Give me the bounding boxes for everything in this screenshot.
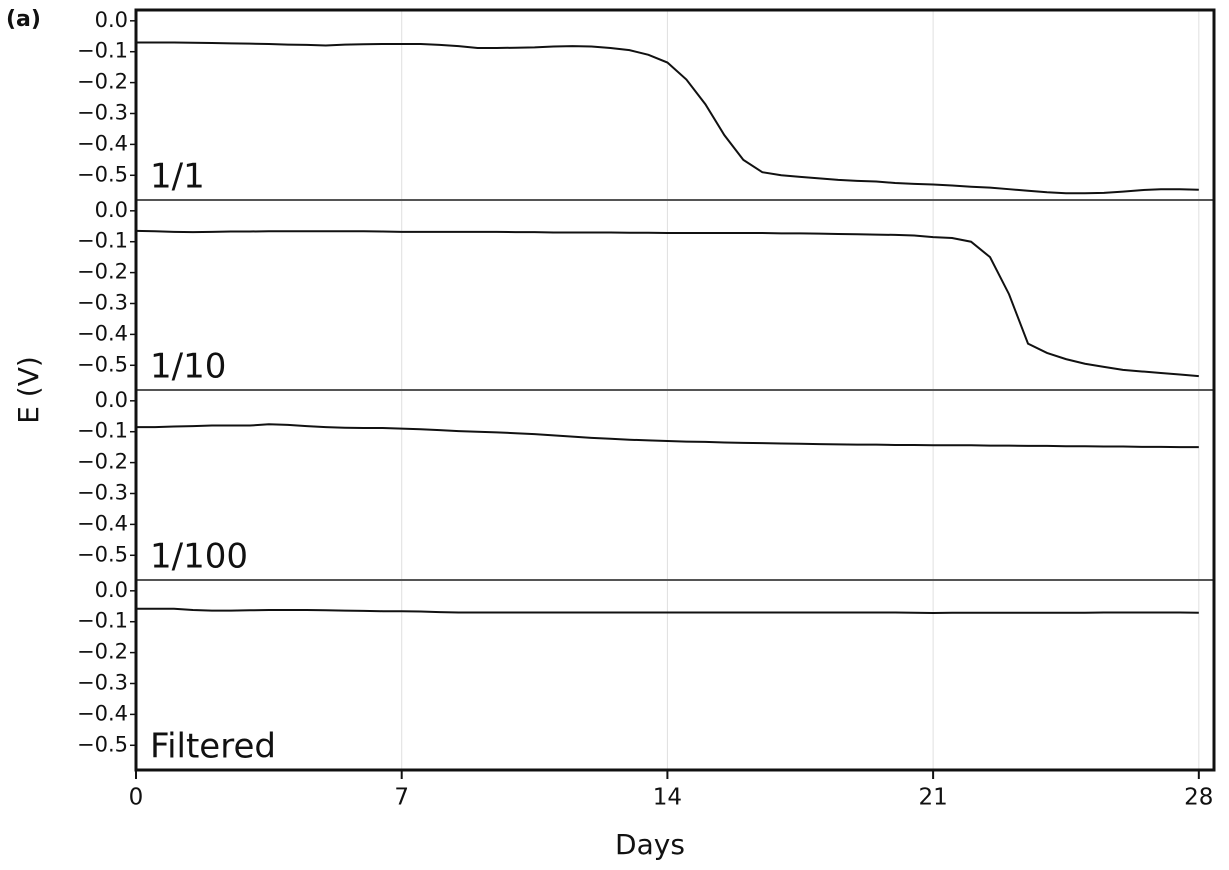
- y-tick-label: −0.4: [77, 511, 128, 535]
- y-tick-label: −0.3: [77, 290, 128, 314]
- x-tick-label: 28: [1184, 785, 1213, 811]
- y-tick-label: 0.0: [95, 198, 128, 222]
- panel-label: Filtered: [150, 727, 276, 767]
- y-tick-label: −0.1: [77, 229, 128, 253]
- y-tick-label: −0.2: [77, 70, 128, 94]
- y-tick-label: −0.3: [77, 670, 128, 694]
- y-tick-label: −0.4: [77, 131, 128, 155]
- x-axis-label: Days: [615, 828, 685, 861]
- y-tick-label: −0.2: [77, 260, 128, 284]
- y-tick-label: −0.4: [77, 701, 128, 725]
- panel-tag: (a): [6, 7, 41, 32]
- y-tick-label: −0.2: [77, 640, 128, 664]
- y-tick-label: −0.2: [77, 450, 128, 474]
- y-tick-label: 0.0: [95, 578, 128, 602]
- x-tick-label: 21: [918, 785, 947, 811]
- panel-label: 1/1: [150, 157, 205, 197]
- data-line: [135, 229, 1199, 378]
- y-tick-label: 0.0: [95, 8, 128, 32]
- data-line: [136, 41, 1199, 195]
- y-tick-label: −0.4: [77, 321, 128, 345]
- panel-label: 1/100: [150, 537, 248, 577]
- y-tick-label: −0.1: [77, 419, 128, 443]
- y-tick-label: 0.0: [95, 388, 128, 412]
- y-tick-label: −0.1: [77, 609, 128, 633]
- y-tick-label: −0.3: [77, 480, 128, 504]
- panel-label: 1/10: [150, 347, 226, 387]
- y-tick-label: −0.5: [77, 162, 128, 186]
- plot-frame: [134, 8, 1216, 772]
- x-tick-label: 0: [129, 785, 144, 811]
- data-line: [136, 607, 1199, 615]
- y-axis-label: E (V): [12, 356, 45, 424]
- data-line: [136, 423, 1199, 449]
- x-tick-label: 14: [653, 785, 682, 811]
- y-tick-label: −0.5: [77, 352, 128, 376]
- x-tick-label: 7: [394, 785, 409, 811]
- y-tick-label: −0.3: [77, 100, 128, 124]
- y-tick-label: −0.5: [77, 732, 128, 756]
- y-tick-label: −0.1: [77, 39, 128, 63]
- y-tick-label: −0.5: [77, 542, 128, 566]
